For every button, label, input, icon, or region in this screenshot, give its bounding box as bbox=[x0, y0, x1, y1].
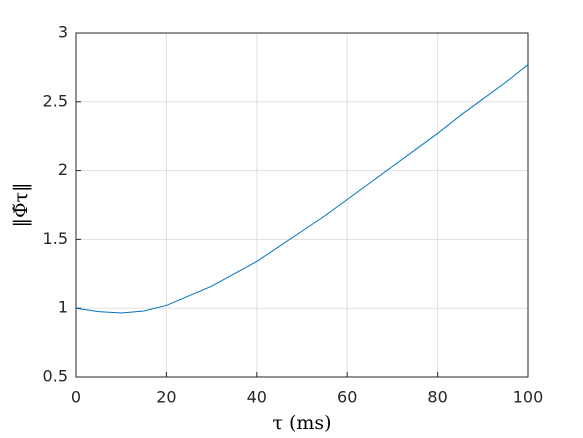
y-tick-label: 2.5 bbox=[43, 91, 68, 110]
plot-area bbox=[76, 33, 528, 377]
y-tick-label: 3 bbox=[58, 23, 68, 42]
x-tick-label: 0 bbox=[71, 388, 81, 407]
x-tick-label: 20 bbox=[156, 388, 176, 407]
x-tick-label: 80 bbox=[427, 388, 447, 407]
x-tick-label: 100 bbox=[513, 388, 544, 407]
x-tick-label: 60 bbox=[337, 388, 357, 407]
x-tick-label: 40 bbox=[247, 388, 267, 407]
y-tick-label: 2 bbox=[58, 160, 68, 179]
x-axis-label: τ (ms) bbox=[272, 412, 331, 434]
y-tick-label: 0.5 bbox=[43, 367, 68, 386]
y-tick-label: 1 bbox=[58, 298, 68, 317]
y-axis-label: ‖Φ̃τ‖ bbox=[10, 182, 32, 227]
y-tick-label: 1.5 bbox=[43, 229, 68, 248]
line-series bbox=[75, 64, 529, 314]
axes-box bbox=[75, 32, 529, 378]
